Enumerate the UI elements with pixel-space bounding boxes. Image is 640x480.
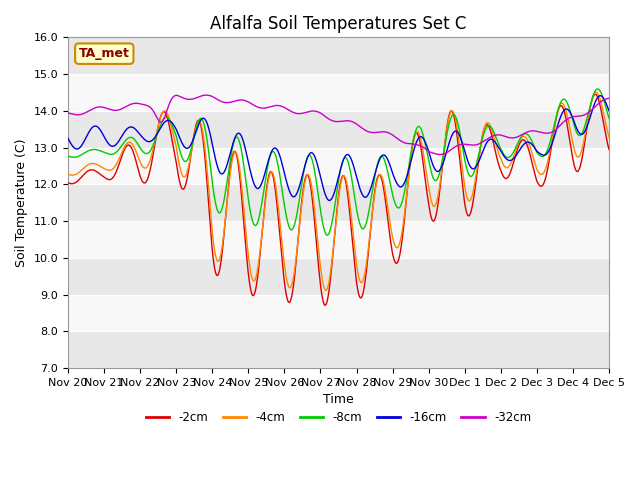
Bar [68, 331, 609, 368]
-2cm [321, 302, 329, 308]
Bar [68, 111, 609, 148]
-2cm [245, 275, 253, 281]
-2cm [591, 92, 599, 97]
-4cm [184, 165, 192, 170]
-16cm [326, 198, 333, 204]
-4cm [322, 288, 330, 293]
-32cm [202, 92, 210, 98]
-4cm [245, 257, 253, 263]
-4cm [593, 89, 600, 95]
Bar [68, 258, 609, 295]
-8cm [172, 130, 179, 136]
Line: -32cm: -32cm [68, 95, 609, 155]
Bar [68, 37, 609, 74]
-2cm [64, 180, 72, 185]
Line: -4cm: -4cm [68, 92, 609, 290]
-4cm [541, 168, 549, 173]
-8cm [184, 155, 192, 161]
-8cm [245, 200, 253, 205]
Text: TA_met: TA_met [79, 47, 130, 60]
-2cm [605, 146, 613, 152]
-32cm [541, 130, 549, 136]
-2cm [423, 188, 431, 193]
-2cm [184, 169, 192, 175]
-32cm [494, 132, 502, 138]
-16cm [493, 143, 501, 148]
Legend: -2cm, -4cm, -8cm, -16cm, -32cm: -2cm, -4cm, -8cm, -16cm, -32cm [141, 406, 536, 429]
-8cm [493, 138, 501, 144]
-16cm [172, 124, 179, 130]
-4cm [64, 171, 72, 177]
-16cm [64, 135, 72, 141]
-32cm [436, 152, 444, 157]
Line: -8cm: -8cm [68, 89, 609, 235]
-4cm [493, 146, 501, 152]
-4cm [172, 140, 179, 145]
Y-axis label: Soil Temperature (C): Soil Temperature (C) [15, 139, 28, 267]
-32cm [184, 96, 192, 102]
-16cm [184, 145, 192, 151]
Bar [68, 295, 609, 331]
X-axis label: Time: Time [323, 394, 354, 407]
-32cm [423, 147, 431, 153]
-4cm [605, 134, 613, 140]
-32cm [64, 110, 72, 116]
-2cm [172, 154, 179, 160]
-8cm [423, 148, 431, 154]
-8cm [594, 86, 602, 92]
-8cm [605, 115, 613, 121]
Bar [68, 221, 609, 258]
-16cm [605, 108, 613, 114]
-4cm [423, 172, 431, 178]
-32cm [172, 93, 179, 98]
-8cm [64, 153, 72, 159]
-16cm [423, 143, 431, 148]
-16cm [541, 152, 549, 158]
-2cm [493, 157, 501, 163]
-32cm [605, 96, 613, 101]
-16cm [596, 93, 604, 98]
-8cm [541, 152, 549, 157]
-2cm [541, 177, 549, 182]
Line: -2cm: -2cm [68, 95, 609, 305]
Line: -16cm: -16cm [68, 96, 609, 201]
Bar [68, 74, 609, 111]
Bar [68, 148, 609, 184]
-32cm [245, 99, 253, 105]
Title: Alfalfa Soil Temperatures Set C: Alfalfa Soil Temperatures Set C [211, 15, 467, 33]
-16cm [245, 162, 253, 168]
Bar [68, 184, 609, 221]
-8cm [324, 232, 332, 238]
